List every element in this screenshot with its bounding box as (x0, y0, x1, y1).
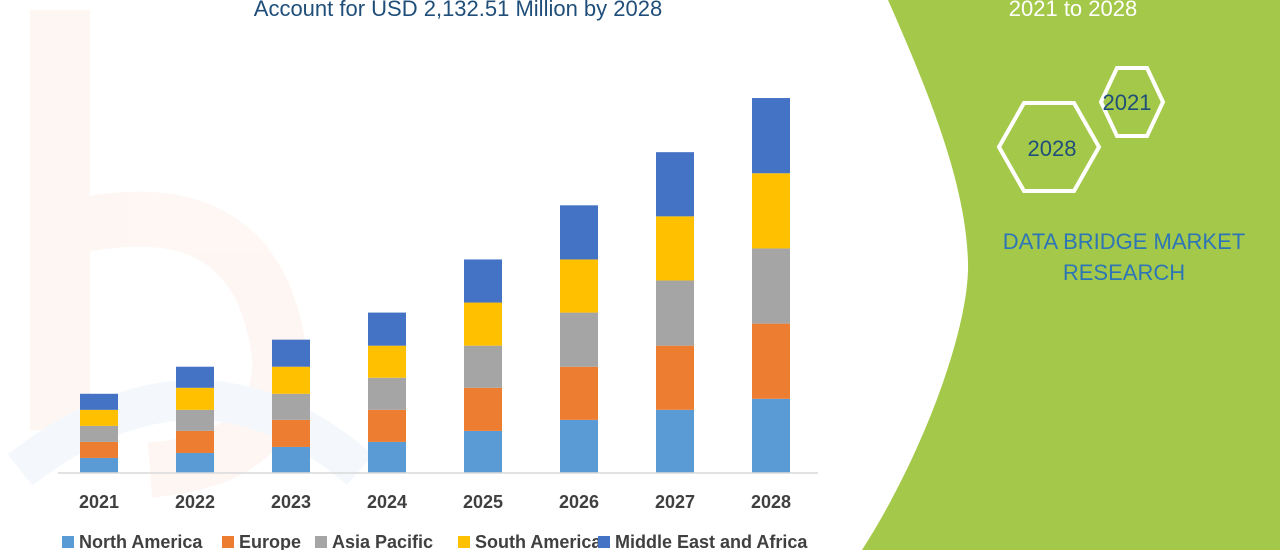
legend-label-asia-pacific: Asia Pacific (332, 532, 433, 550)
bar-2022-south-america (176, 387, 214, 410)
bar-2022-middle-east-and-africa (176, 366, 214, 388)
bar-2027-asia-pacific (656, 280, 694, 346)
period-label: 2021 to 2028 (1009, 0, 1137, 21)
bar-2021-south-america (80, 409, 118, 426)
bar-2021-europe (80, 441, 118, 458)
bar-2026-south-america (560, 259, 598, 313)
bar-2023-europe (272, 419, 310, 447)
chart-title: Account for USD 2,132.51 Million by 2028 (254, 0, 662, 21)
legend-swatch-asia-pacific (315, 536, 327, 548)
x-tick-label-2024: 2024 (367, 492, 407, 512)
bar-2028-north-america (752, 398, 790, 473)
bar-2023-south-america (272, 366, 310, 394)
bar-2024-middle-east-and-africa (368, 312, 406, 346)
side-panel (862, 0, 1280, 550)
legend-swatch-europe (222, 536, 234, 548)
bar-2021-middle-east-and-africa (80, 393, 118, 410)
x-tick-label-2028: 2028 (751, 492, 791, 512)
bar-2024-europe (368, 409, 406, 442)
bar-2026-asia-pacific (560, 312, 598, 367)
brand-line-1: DATA BRIDGE MARKET (1003, 229, 1245, 254)
bar-2024-asia-pacific (368, 377, 406, 410)
bar-2024-south-america (368, 345, 406, 378)
x-tick-label-2027: 2027 (655, 492, 695, 512)
x-tick-label-2023: 2023 (271, 492, 311, 512)
bar-2022-europe (176, 430, 214, 453)
legend-swatch-south-america (458, 536, 470, 548)
brand-line-2: RESEARCH (1063, 260, 1185, 285)
bar-2025-europe (464, 387, 502, 431)
bar-2021-north-america (80, 457, 118, 473)
x-tick-label-2025: 2025 (463, 492, 503, 512)
hexagon-2028 (996, 101, 1102, 193)
x-tick-label-2022: 2022 (175, 492, 215, 512)
bar-2028-middle-east-and-africa (752, 98, 790, 174)
legend-label-europe: Europe (239, 532, 301, 550)
hexagon-2028-label: 2028 (1028, 136, 1077, 161)
bar-2027-south-america (656, 216, 694, 281)
bar-2028-south-america (752, 173, 790, 249)
x-axis-ticks: 2021 2022 2023 2024 2025 2026 2027 2028 (79, 492, 791, 512)
bar-2022-asia-pacific (176, 409, 214, 431)
bar-2021-asia-pacific (80, 425, 118, 442)
legend-label-middle-east-and-africa: Middle East and Africa (615, 532, 808, 550)
bar-2025-south-america (464, 302, 502, 346)
bar-2025-middle-east-and-africa (464, 259, 502, 303)
bar-2027-middle-east-and-africa (656, 152, 694, 217)
legend: North America Europe Asia Pacific South Ame… (62, 532, 808, 550)
hexagon-2021 (1098, 66, 1166, 138)
bar-2022-north-america (176, 452, 214, 473)
bar-2028-asia-pacific (752, 248, 790, 324)
bar-2026-middle-east-and-africa (560, 205, 598, 260)
bar-2024-north-america (368, 441, 406, 473)
legend-label-north-america: North America (79, 532, 203, 550)
bars-layer (80, 98, 790, 473)
x-tick-label-2021: 2021 (79, 492, 119, 512)
bar-2026-europe (560, 366, 598, 420)
legend-swatch-north-america (62, 536, 74, 548)
x-tick-label-2026: 2026 (559, 492, 599, 512)
bar-2025-north-america (464, 430, 502, 473)
bar-2027-north-america (656, 409, 694, 473)
hexagon-2021-label: 2021 (1103, 90, 1152, 115)
bar-2028-europe (752, 323, 790, 399)
legend-label-south-america: South America (475, 532, 602, 550)
bar-2025-asia-pacific (464, 345, 502, 388)
bar-2023-asia-pacific (272, 393, 310, 420)
bar-2023-middle-east-and-africa (272, 339, 310, 367)
bar-2023-north-america (272, 446, 310, 473)
bar-2027-europe (656, 345, 694, 410)
bar-2026-north-america (560, 419, 598, 473)
legend-swatch-middle-east-and-africa (598, 536, 610, 548)
